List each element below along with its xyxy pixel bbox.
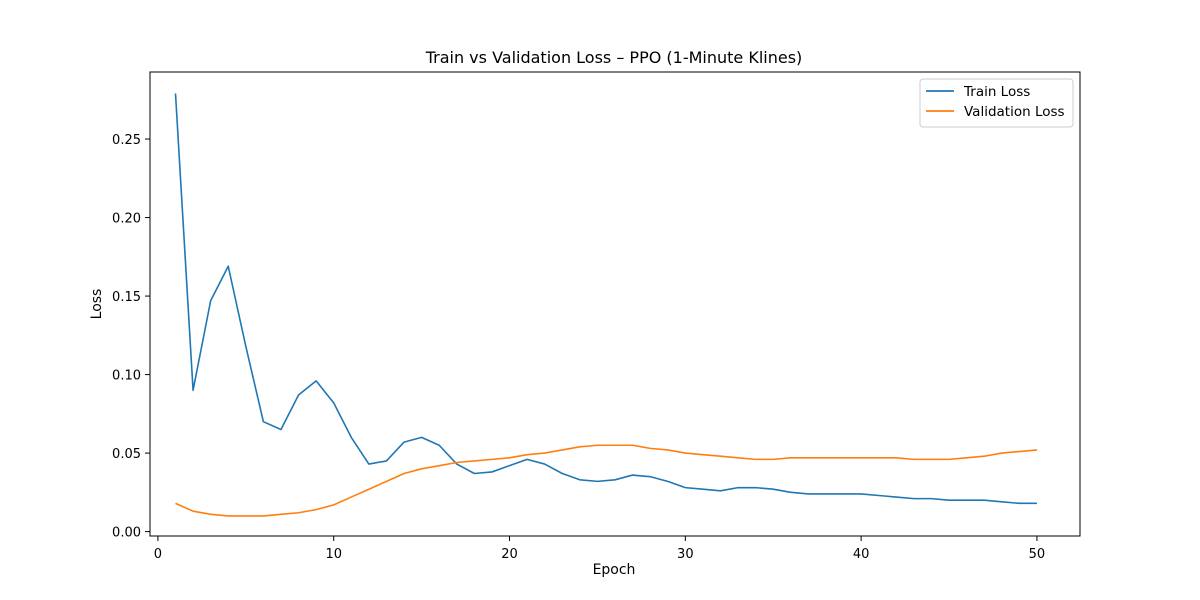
- series-layer: [174, 93, 1038, 517]
- train-loss-line: [174, 93, 1037, 505]
- legend-label-validation-loss: Validation Loss: [964, 104, 1065, 120]
- legend: Train Loss Validation Loss: [919, 78, 1074, 128]
- axes-layer: 0 10 20 30 40 50 0.00 0.05 0.10 0.15 0.20 0.25: [112, 133, 1045, 562]
- chart-title: Train vs Validation Loss – PPO (1-Minute…: [425, 48, 803, 67]
- y-tick-label: 0.20: [112, 212, 141, 227]
- x-tick-label: 30: [677, 547, 694, 562]
- plot-area: [150, 72, 1080, 536]
- x-tick-label: 10: [325, 547, 342, 562]
- x-tick-label: 50: [1029, 547, 1046, 562]
- y-tick-label: 0.25: [112, 133, 141, 148]
- legend-label-train-loss: Train Loss: [963, 84, 1030, 100]
- y-axis-label: Loss: [89, 289, 105, 320]
- y-tick-label: 0.10: [112, 369, 141, 384]
- x-tick-label: 40: [853, 547, 870, 562]
- validation-loss-line: [175, 444, 1038, 517]
- y-tick-label: 0.15: [112, 290, 141, 305]
- y-tick-label: 0.00: [112, 526, 141, 541]
- legend-box: [919, 78, 1074, 128]
- x-axis-label: Epoch: [593, 562, 636, 578]
- y-tick-label: 0.05: [112, 447, 141, 462]
- plot-frame: [149, 71, 1081, 537]
- x-tick-label: 0: [154, 547, 162, 562]
- x-tick-label: 20: [501, 547, 518, 562]
